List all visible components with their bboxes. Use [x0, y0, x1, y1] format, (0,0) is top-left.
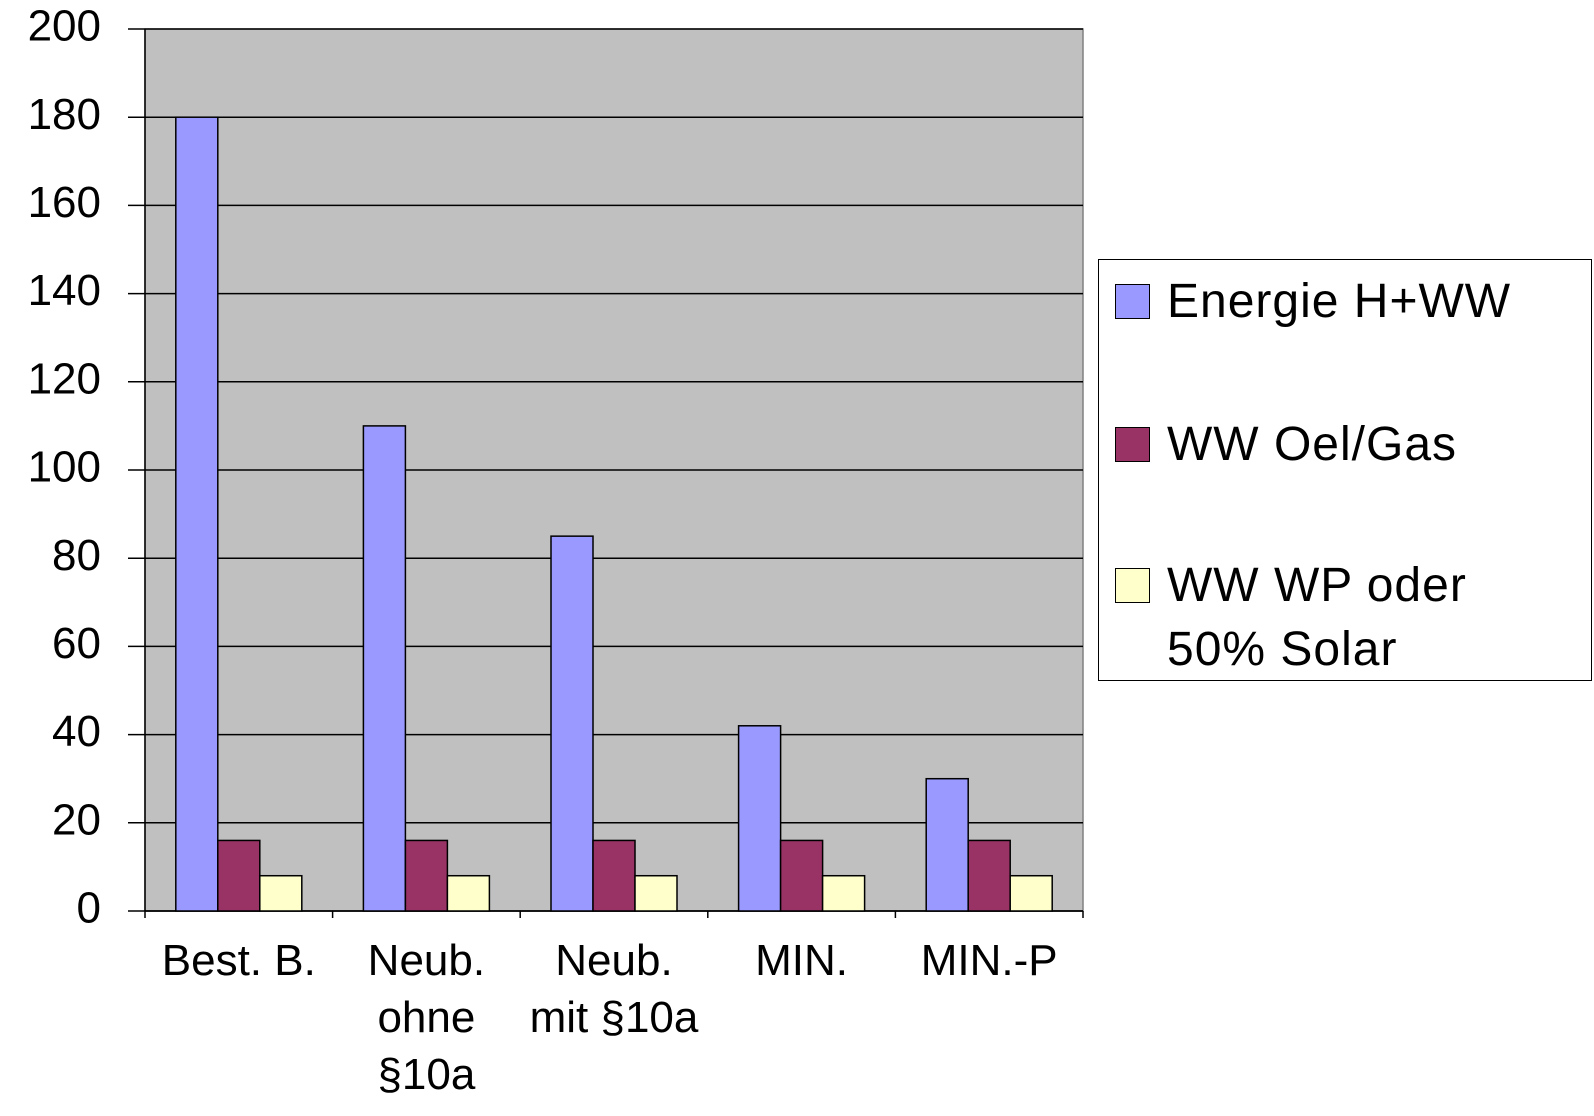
x-tick-label: MIN.	[755, 936, 849, 985]
bar	[925, 777, 969, 912]
bar	[821, 874, 866, 912]
bar	[446, 874, 491, 912]
legend: Energie H+WW WW Oel/Gas WW WP oder 50% Sol…	[1098, 259, 1592, 681]
bar	[592, 839, 636, 912]
x-tick-label: Neub. ohne §10a	[367, 936, 486, 1099]
legend-swatch	[1115, 284, 1150, 319]
y-tick-label: 120	[28, 354, 101, 403]
bar	[1009, 874, 1053, 912]
y-tick-label: 180	[28, 90, 101, 139]
y-tick-label: 80	[52, 531, 101, 580]
legend-label: WW WP oder 50% Solar	[1167, 559, 1467, 676]
legend-label: Energie H+WW	[1167, 275, 1512, 328]
bar	[634, 874, 678, 912]
y-tick-label: 140	[28, 266, 101, 315]
bar	[259, 874, 303, 912]
x-tick-label: Best. B.	[161, 936, 316, 985]
legend-label: WW Oel/Gas	[1167, 418, 1458, 471]
y-tick-label: 200	[28, 2, 101, 51]
x-tick-label: MIN.-P	[920, 936, 1058, 985]
bar	[175, 116, 219, 912]
y-tick-label: 60	[52, 619, 101, 668]
x-tick-label: Neub. mit §10a	[529, 936, 699, 1042]
bar	[217, 839, 261, 912]
bar	[779, 839, 824, 912]
bar	[362, 425, 407, 912]
bar	[550, 535, 594, 912]
legend-swatch	[1115, 427, 1150, 462]
y-tick-label: 100	[28, 443, 101, 492]
y-tick-label: 20	[52, 795, 101, 844]
legend-swatch	[1115, 568, 1150, 603]
y-tick-label: 40	[52, 707, 101, 756]
y-tick-label: 0	[77, 884, 101, 933]
bar	[967, 839, 1011, 912]
y-tick-label: 160	[28, 178, 101, 227]
bar	[404, 839, 449, 912]
bar	[737, 725, 782, 912]
